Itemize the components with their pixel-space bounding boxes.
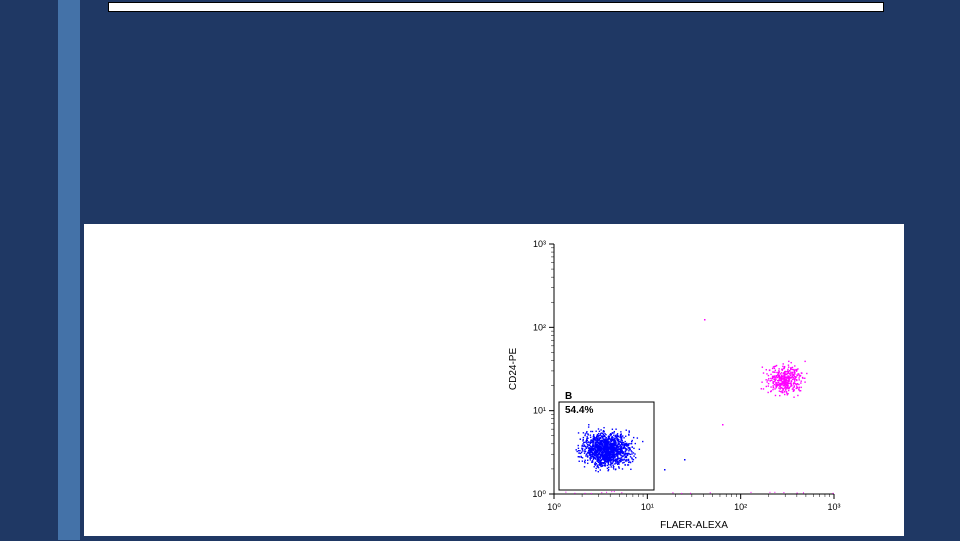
svg-text:10³: 10³	[533, 239, 546, 249]
header-box	[108, 2, 884, 12]
side-band	[58, 0, 80, 540]
svg-text:10⁰: 10⁰	[547, 502, 561, 512]
scatter-plot-right: 10⁰ 10¹ 10² 10³ 10⁰ 10¹ 10² 10³ FLAER-ALEXA CD24-…	[494, 224, 904, 536]
svg-text:54.4%: 54.4%	[565, 405, 593, 416]
svg-text:CD24-PE: CD24-PE	[508, 348, 519, 391]
svg-text:10²: 10²	[533, 322, 546, 332]
svg-text:10¹: 10¹	[641, 502, 654, 512]
svg-text:B: B	[565, 391, 572, 402]
svg-text:10³: 10³	[827, 502, 840, 512]
svg-text:10⁰: 10⁰	[532, 489, 546, 499]
scatter-plots: 10⁰ 10¹ 10² 10³ 10⁰ 10¹ 10² 10³ FLAER-ALEXA CD24-…	[84, 224, 904, 536]
svg-text:FLAER-ALEXA: FLAER-ALEXA	[660, 520, 728, 531]
svg-text:10²: 10²	[734, 502, 747, 512]
scatter-plot-left	[84, 224, 494, 536]
svg-text:10¹: 10¹	[533, 406, 546, 416]
